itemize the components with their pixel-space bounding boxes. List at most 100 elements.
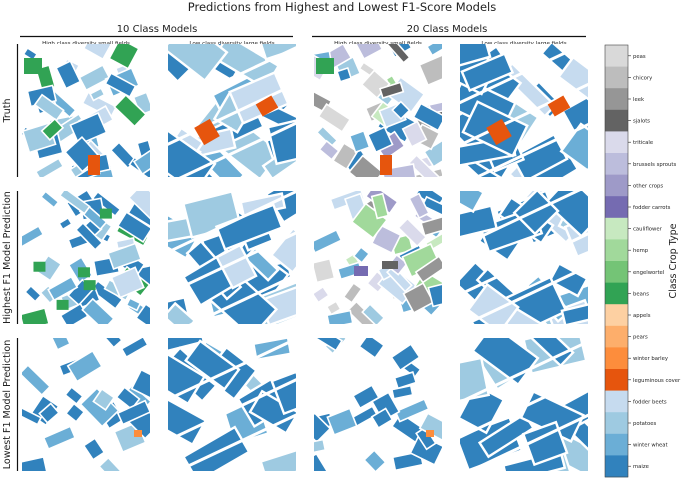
field-boundary [168,191,296,254]
field-patch [326,309,354,324]
group-title-10: 10 Class Models [117,24,198,35]
field-patch [22,46,39,62]
colorbar-tick-label: chicory [633,75,652,81]
field-patch [33,261,46,272]
colorbar-tick-label: hemp [633,248,649,254]
field-patch [460,356,491,403]
group-title-20: 20 Class Models [407,24,488,35]
field-patch [397,217,428,248]
colorbar-tick-label: pears [633,335,648,341]
field-patch [110,266,145,299]
colorbar-swatch [605,45,628,67]
map-panel [314,191,442,324]
field-patch [382,261,398,269]
colorbar-swatch [605,88,628,111]
field-patch [66,349,104,383]
field-patch [134,303,150,324]
field-patch [317,103,352,133]
field-patch [425,44,442,57]
field-patch [385,44,411,64]
map-panel [460,191,588,324]
field-patch [466,282,520,324]
field-patch [426,430,434,437]
row-label: Highest F1 Model Prediction [2,191,13,324]
colorbar-swatch [605,131,628,154]
colorbar-swatch [605,153,628,175]
field-patch [390,343,421,372]
colorbar-tick-label: cauliflower [633,227,663,233]
field-patch [370,407,394,430]
field-boundary [460,191,581,249]
field-patch [521,420,569,467]
field-patch [314,228,343,254]
colorbar-tick-label: maize [633,464,649,470]
field-patch [22,455,49,471]
colorbar-swatch [605,217,628,240]
field-boundary [168,338,296,402]
field-boundary [168,231,296,296]
field-patch [559,122,588,173]
field-patch [34,157,65,177]
field-patch [314,412,332,444]
field-patch [414,255,442,284]
field-patch [168,395,208,447]
field-patch [543,191,588,238]
colorbar-swatch [605,304,628,327]
field-patch [354,266,368,276]
field-patch [130,368,150,401]
field-patch [556,55,588,110]
field-patch [113,93,148,128]
map-panel [314,338,442,471]
field-patch [88,155,100,175]
field-boundary [466,413,588,471]
field-patch [132,148,150,176]
field-patch [127,191,150,221]
field-patch [423,134,442,168]
colorbar-tick-label: winter barley [633,356,668,362]
field-patch [427,281,442,308]
field-patch [82,437,106,461]
field-boundary [460,232,588,297]
field-boundary [460,82,588,147]
field-patch [420,215,442,237]
colorbar-swatch [605,433,628,456]
field-patch [81,297,115,324]
colorbar-tick-label: leek [633,97,645,103]
field-patch [33,93,65,122]
colorbar-swatch [605,196,628,219]
field-patch [215,243,258,290]
field-patch [116,399,150,426]
field-patch [108,44,140,70]
colorbar-tick-label: appels [633,313,651,319]
colorbar-swatch [605,282,628,305]
colorbar-tick-label: sjalots [633,119,650,125]
field-patch [77,267,90,278]
field-patch [351,384,380,410]
field-patch [99,208,112,219]
colorbar-tick-label: engelwortel [633,270,664,276]
field-patch [325,300,342,316]
colorbar-swatch [605,109,628,132]
field-patch [421,195,442,217]
field-patch [378,81,405,100]
field-patch [104,72,137,99]
field-patch [314,257,336,284]
colorbar-tick-label: leguminous cover [633,378,681,384]
field-patch [56,299,69,310]
field-patch [354,44,384,61]
field-patch [39,191,60,209]
field-patch [48,338,72,351]
field-patch [401,120,428,148]
field-boundary [178,121,296,177]
field-patch [83,280,96,291]
colorbar-swatch [605,174,628,197]
field-patch [42,425,77,451]
field-patch [548,261,588,298]
field-patch [460,191,486,214]
field-patch [184,339,241,391]
field-patch [40,117,65,141]
field-boundary [460,339,588,404]
colorbar-tick-label: brussels sprouts [633,162,676,168]
field-boundary [168,81,296,146]
